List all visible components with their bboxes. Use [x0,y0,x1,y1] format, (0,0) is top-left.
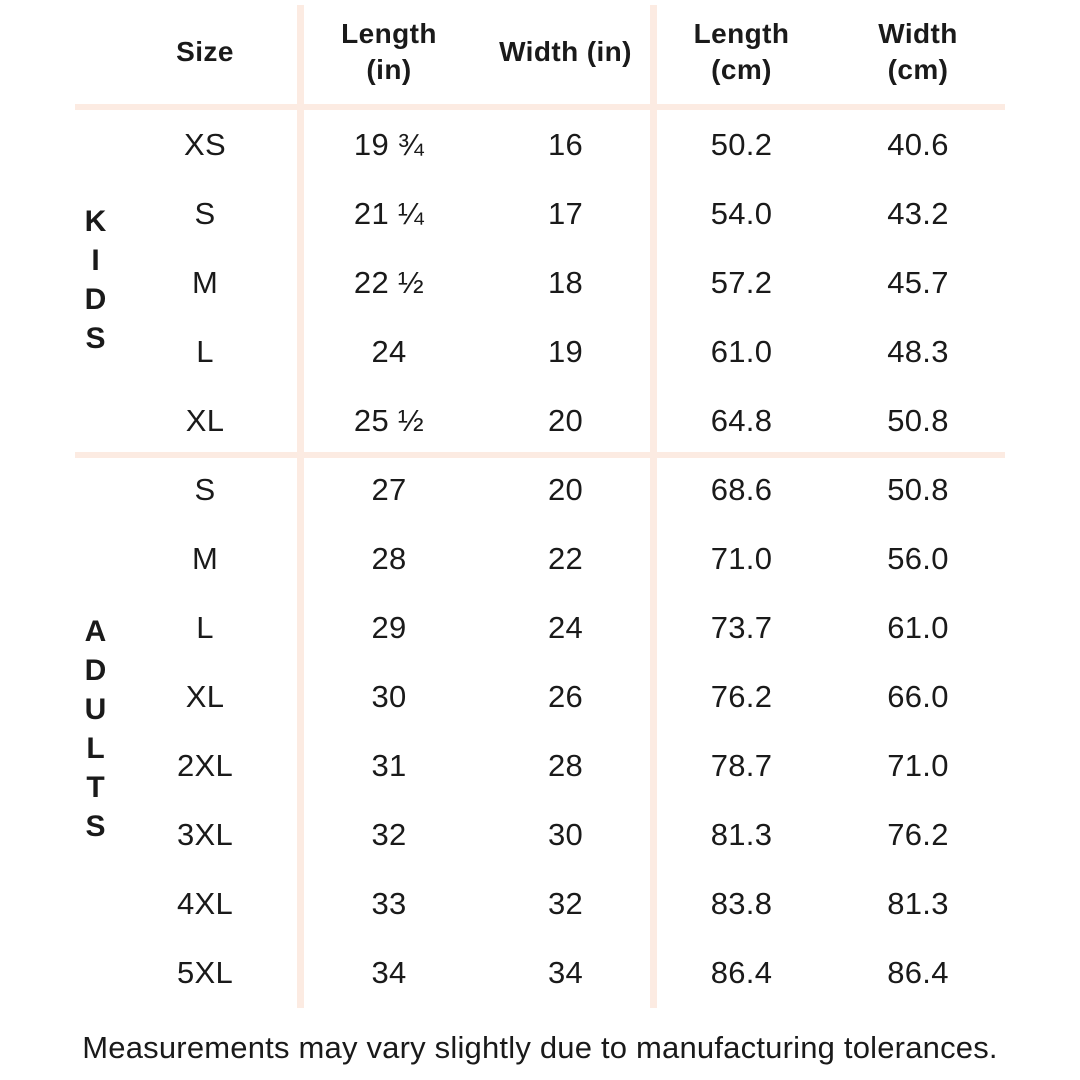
tolerance-note: Measurements may vary slightly due to ma… [82,1030,998,1065]
size-cell: XL [185,402,225,438]
size-cell: 3XL [176,817,234,853]
length-in-cell: 34 [371,955,407,991]
kids-group-label: KIDS [79,204,112,361]
width-in-cell: 18 [547,264,584,300]
length-in-cell: 22 ½ [353,264,425,300]
size-cell: XS [184,126,226,162]
table-row: 2XL 31 28 78.7 71.0 [110,732,1006,801]
length-in-cell: 21 ¼ [353,195,425,231]
width-in-cell: 32 [547,886,584,922]
width-cm-cell: 43.2 [887,195,949,231]
length-cm-cell: 76.2 [710,678,773,714]
length-cm-cell: 68.6 [710,471,773,507]
table-row: 5XL 34 34 86.4 86.4 [110,939,1006,1008]
length-cm-cell: 54.0 [710,195,773,231]
length-cm-cell: 57.2 [710,264,773,300]
table-row: 3XL 32 30 81.3 76.2 [110,801,1006,870]
length-cm-cell: 83.8 [710,886,773,922]
table-row: S 21 ¼ 17 54.0 43.2 [110,179,1006,248]
size-cell: S [194,471,216,507]
size-cell: 5XL [176,955,234,991]
table-row: XS 19 ¾ 16 50.2 40.6 [110,110,1006,179]
width-cm-cell: 50.8 [887,402,949,438]
length-cm-cell: 73.7 [710,609,773,645]
width-cm-cell: 45.7 [887,264,949,300]
length-in-cell: 31 [371,748,407,784]
table-row: M 22 ½ 18 57.2 45.7 [110,248,1006,317]
kids-rows: XS 19 ¾ 16 50.2 40.6 S 21 ¼ 17 54.0 43.2… [110,110,1006,455]
width-cm-cell: 48.3 [887,333,949,369]
width-cm-cell: 40.6 [887,126,949,162]
kids-section: KIDS XS 19 ¾ 16 50.2 40.6 S 21 ¼ 17 54.0… [0,110,1006,455]
length-in-cell: 33 [371,886,407,922]
size-cell: L [196,609,214,645]
width-cm-cell: 86.4 [887,955,949,991]
length-in-cell: 24 [371,333,407,369]
width-cm-cell: 66.0 [887,678,949,714]
size-cell: M [191,540,219,576]
header-divider [75,104,1005,110]
header-width-in: Width (in) [499,36,632,67]
length-cm-cell: 50.2 [710,126,773,162]
width-in-cell: 24 [547,609,584,645]
header-length-cm: Length (cm) [693,18,790,85]
width-cm-cell: 50.8 [887,471,949,507]
length-cm-cell: 86.4 [710,955,773,991]
length-cm-cell: 61.0 [710,333,773,369]
size-cell: M [191,264,219,300]
size-cell: XL [185,678,225,714]
size-cell: S [194,195,216,231]
table-row: S 27 20 68.6 50.8 [110,455,1006,524]
length-in-cell: 28 [371,540,407,576]
length-in-cell: 32 [371,817,407,853]
width-cm-cell: 56.0 [887,540,949,576]
table-row: XL 30 26 76.2 66.0 [110,662,1006,731]
width-cm-cell: 76.2 [887,817,949,853]
width-in-cell: 30 [547,817,584,853]
width-in-cell: 17 [547,195,584,231]
width-in-cell: 16 [547,126,584,162]
table-header-row: Size Length (in) Width (in) Length (cm) … [110,0,1006,104]
length-in-cell: 30 [371,678,407,714]
vertical-divider-2 [650,5,657,1008]
size-cell: 2XL [176,748,234,784]
width-in-cell: 20 [547,402,584,438]
length-cm-cell: 64.8 [710,402,773,438]
width-in-cell: 34 [547,955,584,991]
width-in-cell: 22 [547,540,584,576]
kids-adults-divider [75,452,1005,458]
table-row: 4XL 33 32 83.8 81.3 [110,870,1006,939]
width-in-cell: 20 [547,471,584,507]
header-width-cm: Width (cm) [878,18,958,85]
length-cm-cell: 78.7 [710,748,773,784]
header-size: Size [176,36,234,67]
vertical-divider-1 [297,5,304,1008]
width-cm-cell: 81.3 [887,886,949,922]
width-cm-cell: 71.0 [887,748,949,784]
length-cm-cell: 81.3 [710,817,773,853]
length-in-cell: 27 [371,471,407,507]
size-cell: L [196,333,214,369]
size-cell: 4XL [176,886,234,922]
table-row: XL 25 ½ 20 64.8 50.8 [110,386,1006,455]
length-in-cell: 29 [371,609,407,645]
table-row: L 29 24 73.7 61.0 [110,593,1006,662]
length-cm-cell: 71.0 [710,540,773,576]
length-in-cell: 25 ½ [353,402,425,438]
table-row: M 28 22 71.0 56.0 [110,524,1006,593]
width-in-cell: 28 [547,748,584,784]
header-length-in: Length (in) [341,18,437,85]
width-cm-cell: 61.0 [887,609,949,645]
adults-section: ADULTS S 27 20 68.6 50.8 M 28 22 71.0 56… [0,455,1006,1008]
table-row: L 24 19 61.0 48.3 [110,317,1006,386]
width-in-cell: 19 [547,333,584,369]
length-in-cell: 19 ¾ [353,126,425,162]
adults-rows: S 27 20 68.6 50.8 M 28 22 71.0 56.0 L 29… [110,455,1006,1008]
width-in-cell: 26 [547,678,584,714]
adults-group-label: ADULTS [79,614,112,849]
